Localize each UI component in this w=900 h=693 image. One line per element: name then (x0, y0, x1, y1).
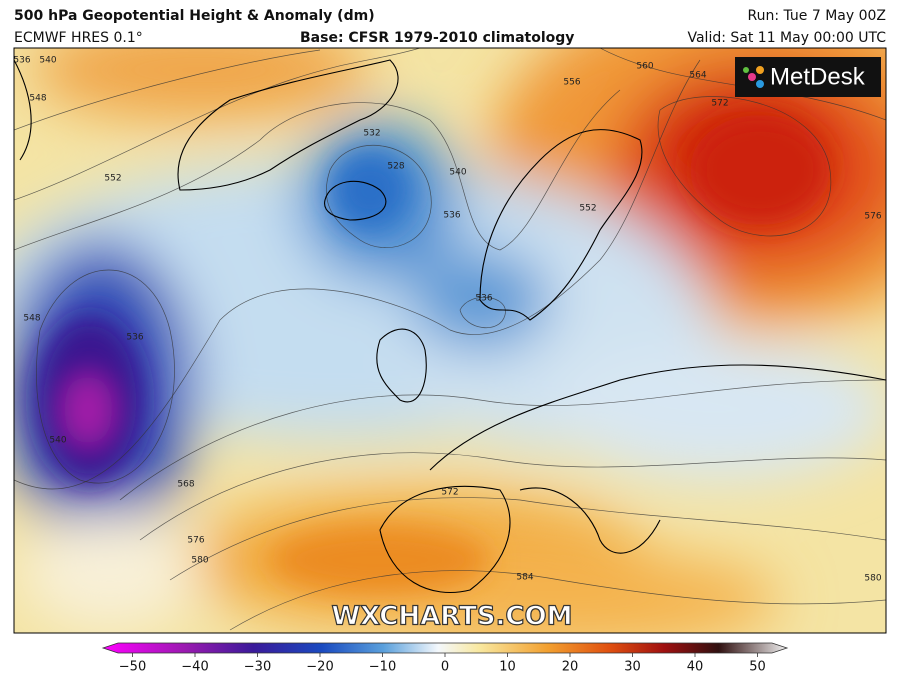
colorbar-tick-label: 20 (562, 660, 579, 675)
colorbar-tick-label: −50 (119, 660, 146, 675)
contour-label: 580 (191, 556, 208, 566)
contour-label: 572 (711, 99, 728, 109)
contour-label: 552 (579, 204, 596, 214)
contour-label: 576 (864, 212, 881, 222)
contour-labels: 536 540 548 552 532 528 540 536 536 548 536 540 556 5… (13, 56, 882, 584)
contour-label: 556 (563, 78, 580, 88)
anomaly-field: 536 540 548 552 532 528 540 536 536 548 536 540 556 5… (13, 48, 886, 633)
contour-label: 536 (126, 333, 143, 343)
watermark: WXCHARTS.COM (331, 602, 572, 632)
contour-label: 528 (387, 162, 404, 172)
colorbar-ticks: −50 −40 −30 −20 −10 0 10 20 30 40 50 (119, 653, 766, 675)
contour-label: 540 (449, 168, 466, 178)
colorbar-tick-label: 10 (499, 660, 516, 675)
contour-label: 580 (864, 574, 881, 584)
colorbar-tick-label: 40 (687, 660, 704, 675)
title: 500 hPa Geopotential Height & Anomaly (d… (14, 8, 375, 24)
colorbar-tick-label: −10 (369, 660, 396, 675)
logo: MetDesk (770, 63, 866, 90)
run-time: Run: Tue 7 May 00Z (747, 8, 886, 24)
colorbar-tick-label: −40 (181, 660, 208, 675)
contour-label: 540 (49, 436, 66, 446)
colorbar-tick-label: 0 (441, 660, 449, 675)
contour-label: 548 (29, 94, 46, 104)
model: ECMWF HRES 0.1° (14, 30, 143, 46)
contour-label: 552 (104, 174, 121, 184)
contour-label: 536 (13, 56, 30, 66)
contour-label: 564 (689, 71, 706, 81)
colorbar-tick-label: −30 (244, 660, 271, 675)
valid-time: Valid: Sat 11 May 00:00 UTC (687, 30, 886, 46)
contour-label: 572 (441, 488, 458, 498)
contour-label: 548 (23, 314, 40, 324)
contour-label: 532 (363, 129, 380, 139)
contour-label: 536 (475, 294, 492, 304)
map-frame (13, 47, 887, 634)
contour-label: 540 (39, 56, 56, 66)
colorbar-tick-label: 30 (624, 660, 641, 675)
logo-icon (743, 66, 764, 88)
contour-label: 536 (443, 211, 460, 221)
contour-label: 560 (636, 62, 653, 72)
colorbar-tick-label: −20 (306, 660, 333, 675)
contour-label: 584 (516, 573, 533, 583)
contour-label: 568 (177, 480, 194, 490)
colorbar-tick-label: 50 (749, 660, 766, 675)
contour-label: 576 (187, 536, 204, 546)
colorbar (101, 642, 789, 654)
logo-box (735, 57, 881, 97)
climatology-base: Base: CFSR 1979-2010 climatology (300, 30, 574, 46)
